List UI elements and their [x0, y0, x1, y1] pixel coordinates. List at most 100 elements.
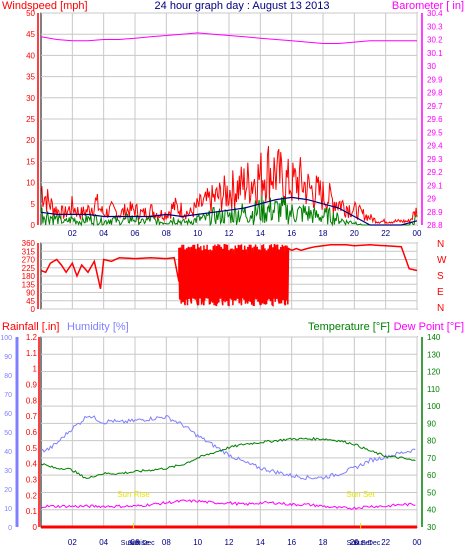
- windspeed-tick-label: 15: [26, 157, 35, 166]
- windspeed-tick-label: 30: [26, 94, 35, 103]
- humidity-tick-label: 100: [0, 335, 12, 342]
- rainfall-tick-label: 1.1: [26, 349, 38, 358]
- temperature-series-line: [40, 436, 416, 479]
- direction-tick-label: 90: [26, 289, 35, 298]
- hour-tick-label: 20: [350, 538, 359, 547]
- compass-direction-label: W: [437, 255, 447, 266]
- temperature-tick-label: 140: [427, 333, 441, 342]
- hour-tick-label: 22: [381, 538, 390, 547]
- humidity-tick-label: 20: [4, 487, 12, 494]
- barometer-tick-label: 29.8: [427, 89, 443, 98]
- temperature-tick-label: 90: [427, 419, 436, 428]
- barometer-tick-label: 29: [427, 195, 436, 204]
- windspeed-tick-label: 35: [26, 73, 35, 82]
- temperature-tick-label: 80: [427, 437, 436, 446]
- humidity-tick-label: 60: [4, 411, 12, 418]
- direction-tick-label: 270: [22, 256, 36, 265]
- temperature-tick-label: 110: [427, 385, 440, 394]
- humidity-tick-label: 30: [4, 468, 12, 475]
- rainfall-tick-label: 0.8: [26, 396, 38, 405]
- windspeed-tick-label: 40: [26, 51, 35, 60]
- rainfall-tick-label: 0.5: [26, 444, 38, 453]
- barometer-tick-label: 29.5: [427, 128, 443, 137]
- barometer-tick-label: 29.6: [427, 115, 443, 124]
- windspeed-axis-label: Windspeed [mph]: [2, 0, 88, 12]
- windspeed-tick-label: 25: [26, 115, 35, 124]
- windspeed-tick-label: 10: [26, 179, 35, 188]
- windspeed-tick-label: 20: [26, 136, 35, 145]
- rainfall-tick-label: 1.2: [26, 333, 38, 342]
- compass-direction-label: N: [437, 239, 444, 250]
- rainfall-tick-label: 0.4: [26, 460, 38, 469]
- hour-tick-label: 22: [381, 229, 390, 238]
- hour-tick-label: 04: [99, 538, 108, 547]
- hour-tick-label: 08: [162, 229, 171, 238]
- barometer-tick-label: 29.4: [427, 142, 443, 151]
- wind-average-series-line: [40, 196, 418, 226]
- hour-tick-label: 08: [162, 538, 171, 547]
- humidity-tick-label: 80: [4, 373, 12, 380]
- hour-tick-label: 10: [193, 229, 202, 238]
- humidity-tick-label: 40: [4, 449, 12, 456]
- humidity-series-line: [40, 415, 416, 480]
- rainfall-tick-label: 0: [33, 523, 38, 532]
- barometer-tick-label: 30.3: [427, 22, 443, 31]
- windspeed-tick-label: 50: [26, 9, 35, 18]
- sun-event-label-4: Sun Dec: [353, 540, 380, 547]
- hour-tick-label: 06: [131, 538, 140, 547]
- temperature-tick-label: 100: [427, 402, 441, 411]
- temperature-tick-label: 70: [427, 454, 436, 463]
- direction-tick-label: 180: [22, 272, 36, 281]
- barometer-tick-label: 30.2: [427, 36, 443, 45]
- humidity-tick-label: 0: [8, 525, 12, 532]
- humidity-tick-label: 90: [4, 354, 12, 361]
- rainfall-tick-label: 0.6: [26, 428, 38, 437]
- barometer-tick-label: 28.8: [427, 221, 443, 230]
- temperature-tick-label: 40: [427, 506, 436, 515]
- humidity-tick-label: 50: [4, 430, 12, 437]
- hour-tick-label: 14: [256, 538, 265, 547]
- windspeed-tick-label: 0: [31, 221, 36, 230]
- hour-tick-label: 18: [319, 538, 328, 547]
- wind-gust-series-line: [40, 196, 418, 227]
- humidity-axis-label: Humidity [%]: [67, 321, 129, 333]
- dewpoint-axis-label: Dew Point [°F]: [394, 321, 464, 333]
- chart-title: 24 hour graph day : August 13 2013: [155, 0, 330, 12]
- temperature-tick-label: 30: [427, 523, 436, 532]
- direction-tick-label: 0: [31, 305, 36, 314]
- hour-tick-label: 18: [319, 229, 328, 238]
- barometer-tick-label: 30.4: [427, 9, 443, 18]
- hour-tick-label: 20: [350, 229, 359, 238]
- hour-tick-label: 00: [413, 229, 422, 238]
- rainfall-axis-label: Rainfall [.in]: [2, 321, 59, 333]
- sun-event-label-3: Sun Set: [347, 540, 372, 547]
- rainfall-tick-label: 0.7: [26, 412, 38, 421]
- rainfall-tick-label: 0.9: [26, 381, 38, 390]
- hour-tick-label: 16: [287, 229, 296, 238]
- hour-tick-label: 12: [225, 538, 234, 547]
- direction-tick-label: 135: [22, 280, 36, 289]
- temperature-tick-label: 130: [427, 350, 441, 359]
- humidity-tick-label: 70: [4, 392, 12, 399]
- hour-tick-label: 06: [131, 229, 140, 238]
- sun-event-label-1: Sun Rise: [121, 540, 150, 547]
- temperature-axis-label: Temperature [°F]: [308, 321, 390, 333]
- sunset-annotation: Sun Set: [346, 490, 375, 499]
- direction-tick-label: 45: [26, 297, 35, 306]
- windspeed-tick-label: 45: [26, 30, 35, 39]
- barometer-tick-label: 29.1: [427, 181, 443, 190]
- hour-tick-label: 04: [99, 229, 108, 238]
- barometer-axis-label: Barometer [ in]: [392, 0, 464, 12]
- compass-direction-label: E: [437, 287, 444, 298]
- barometer-tick-label: 30: [427, 62, 436, 71]
- direction-tick-label: 315: [22, 247, 36, 256]
- barometer-tick-label: 29.9: [427, 75, 443, 84]
- direction-tick-label: 360: [22, 239, 36, 248]
- hour-tick-label: 02: [68, 538, 77, 547]
- barometer-tick-label: 29.7: [427, 102, 443, 111]
- barometer-tick-label: 29.2: [427, 168, 443, 177]
- compass-direction-label: S: [437, 271, 444, 282]
- humidity-tick-label: 10: [4, 506, 12, 513]
